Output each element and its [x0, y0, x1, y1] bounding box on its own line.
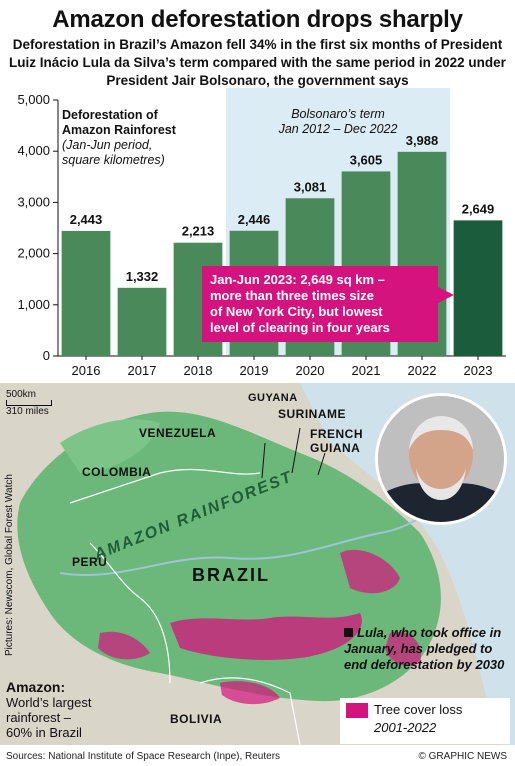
page-title: Amazon deforestation drops sharply: [52, 6, 463, 33]
shaded-region-label-line2: Jan 2012 – Dec 2022: [278, 122, 398, 136]
x-tick-label: 2023: [464, 363, 493, 378]
scale-km: 500km: [6, 389, 37, 400]
map-legend: Tree cover loss 2001-2022: [340, 698, 510, 744]
y-tick-label: 3,000: [17, 194, 50, 209]
photo-credit-text: Pictures: Newscom, Global Forest Watch: [4, 474, 15, 656]
bar-value-label: 2,213: [182, 224, 215, 239]
x-tick-label: 2017: [128, 363, 157, 378]
amazon-info-line: World’s largest: [6, 695, 92, 710]
amazon-info-line: 60% in Brazil: [6, 725, 82, 740]
chart-heading-line1: Deforestation of: [62, 108, 159, 122]
y-tick-label: 2,000: [17, 246, 50, 261]
y-tick-label: 5,000: [17, 92, 50, 107]
sources: Sources: National Institute of Space Res…: [6, 751, 281, 762]
chart-unit-line1: (Jan-Jun period,: [62, 138, 152, 152]
map-scale: 500km 310 miles: [6, 389, 66, 417]
bar-value-label: 2,649: [462, 201, 495, 216]
scale-miles: 310 miles: [6, 406, 49, 417]
label-peru: PERU: [72, 555, 108, 569]
x-tick-label: 2021: [352, 363, 381, 378]
label-brazil: BRAZIL: [192, 565, 270, 585]
amazon-info: Amazon: World’s largest rainforest – 60%…: [6, 679, 106, 741]
note-marker: [344, 628, 353, 637]
label-bolivia: BOLIVIA: [170, 712, 223, 726]
photo-credit: Pictures: Newscom, Global Forest Watch: [4, 396, 16, 656]
lula-note: Lula, who took office in January, has pl…: [344, 625, 509, 673]
x-tick-label: 2016: [72, 363, 101, 378]
y-tick-label: 4,000: [17, 143, 50, 158]
chart-callout: Jan-Jun 2023: 2,649 sq km – more than th…: [202, 266, 438, 342]
label-guyana: GUYANA: [248, 392, 298, 404]
bar-2016: [61, 230, 111, 356]
callout-pointer: [436, 286, 454, 304]
bar-value-label: 3,081: [294, 179, 327, 194]
chart-heading-line2: Amazon Rainforest: [62, 123, 177, 137]
label-colombia: COLOMBIA: [82, 465, 152, 479]
bar-value-label: 2,443: [70, 212, 103, 227]
y-tick-label: 1,000: [17, 297, 50, 312]
legend-period: 2001-2022: [374, 720, 437, 735]
callout-line: more than three times size: [210, 288, 374, 303]
note-text: Lula, who took office in January, has pl…: [344, 625, 505, 672]
chart-unit-line2: square kilometres): [62, 153, 165, 167]
amazon-info-line: rainforest –: [6, 710, 72, 725]
bar-value-label: 2,446: [238, 212, 271, 227]
amazon-info-head: Amazon:: [6, 679, 66, 695]
x-tick-label: 2019: [240, 363, 269, 378]
label-french-guiana-line1: FRENCH: [310, 427, 363, 441]
bar-value-label: 1,332: [126, 269, 159, 284]
legend-label: Tree cover loss: [374, 702, 463, 717]
footer: Sources: National Institute of Space Res…: [0, 748, 515, 766]
callout-line: of New York City, but lowest: [210, 304, 383, 319]
x-tick-label: 2020: [296, 363, 325, 378]
y-tick-label: 0: [43, 348, 50, 363]
x-tick-label: 2022: [408, 363, 437, 378]
label-french-guiana-line2: GUIANA: [310, 441, 361, 455]
callout-line: level of clearing in four years: [210, 320, 390, 335]
credit: © GRAPHIC NEWS: [418, 751, 508, 762]
bar-chart: 0 1,000 2,000 3,000 4,000 5,000 2,443 2016 1,33…: [17, 88, 506, 378]
page-subtitle: Deforestation in Brazil’s Amazon fell 34…: [9, 37, 506, 88]
shaded-region-label-line1: Bolsonaro’s term: [291, 107, 385, 121]
label-suriname: SURINAME: [278, 407, 347, 421]
x-tick-label: 2018: [184, 363, 213, 378]
scale-bar: [6, 400, 52, 406]
lula-portrait: [375, 393, 507, 525]
bar-2017: [117, 287, 167, 356]
label-venezuela: VENEZUELA: [139, 426, 217, 440]
bar-value-label: 3,988: [406, 133, 439, 148]
bar-value-label: 3,605: [350, 152, 383, 167]
callout-line: Jan-Jun 2023: 2,649 sq km –: [210, 272, 385, 287]
legend-swatch: [346, 703, 368, 718]
bar-2023: [453, 220, 503, 356]
